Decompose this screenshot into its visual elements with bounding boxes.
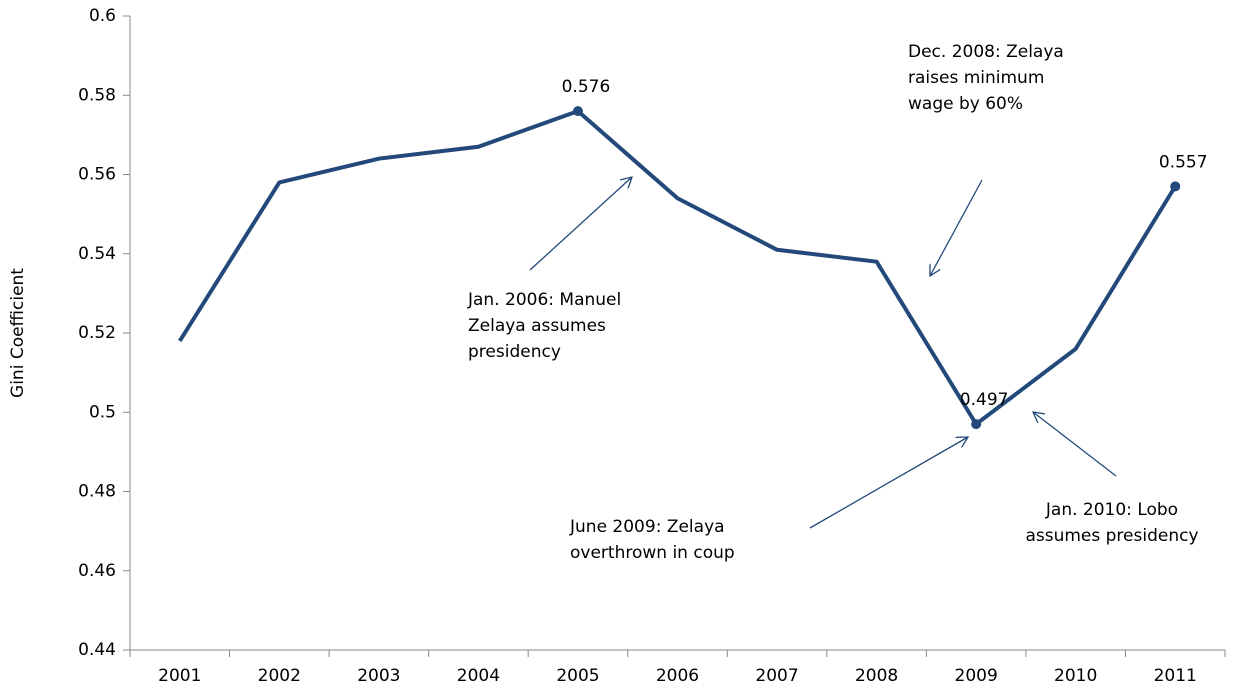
- x-tick-label: 2008: [855, 666, 898, 686]
- x-tick-label: 2003: [357, 666, 400, 686]
- y-tick-label: 0.44: [78, 640, 116, 660]
- data-point: [1170, 181, 1181, 192]
- data-point: [971, 419, 982, 430]
- data-label: 0.497: [960, 390, 1009, 410]
- annotation: Dec. 2008: Zelaya: [908, 42, 1064, 62]
- annotation-arrow: [1033, 412, 1117, 477]
- annotation: June 2009: Zelaya: [569, 517, 725, 537]
- data-point: [572, 106, 583, 117]
- annotation: presidency: [468, 342, 561, 362]
- x-tick-label: 2011: [1154, 666, 1197, 686]
- y-axis-label: Gini Coefficient: [8, 268, 28, 398]
- x-tick-label: 2009: [955, 666, 998, 686]
- annotation: Jan. 2010: Lobo: [1045, 500, 1178, 520]
- y-tick-label: 0.46: [78, 561, 116, 581]
- x-tick-label: 2002: [258, 666, 301, 686]
- annotation-arrow: [809, 437, 968, 529]
- x-tick-label: 2010: [1054, 666, 1097, 686]
- annotation-arrow: [930, 179, 983, 276]
- x-tick-label: 2006: [656, 666, 699, 686]
- annotation: overthrown in coup: [570, 543, 735, 563]
- data-line: [178, 109, 1177, 427]
- y-tick-label: 0.48: [78, 482, 116, 502]
- y-tick-label: 0.58: [78, 85, 116, 105]
- annotation: wage by 60%: [908, 94, 1023, 114]
- y-tick-label: 0.56: [78, 165, 116, 185]
- annotation-arrow: [529, 177, 632, 271]
- x-tick-label: 2007: [755, 666, 798, 686]
- x-tick-label: 2001: [158, 666, 201, 686]
- annotation: raises minimum: [908, 68, 1044, 88]
- annotation: Jan. 2006: Manuel: [467, 290, 621, 310]
- y-tick-label: 0.52: [78, 323, 116, 343]
- y-tick-label: 0.54: [78, 244, 116, 264]
- x-tick-label: 2004: [457, 666, 500, 686]
- y-tick-label: 0.5: [89, 402, 116, 422]
- data-label: 0.576: [562, 77, 611, 97]
- data-label: 0.557: [1159, 152, 1208, 172]
- x-tick-label: 2005: [556, 666, 599, 686]
- y-tick-label: 0.6: [89, 6, 116, 26]
- annotation: assumes presidency: [1025, 526, 1198, 546]
- annotation: Zelaya assumes: [468, 316, 606, 336]
